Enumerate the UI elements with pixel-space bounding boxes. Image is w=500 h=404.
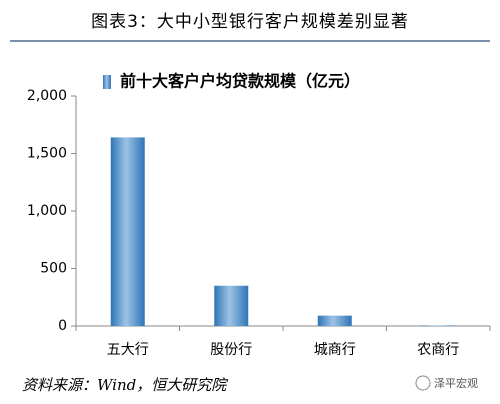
y-tick-label: 1,000 xyxy=(27,203,67,219)
y-tick-label: 0 xyxy=(58,318,67,334)
legend-label: 前十大客户户均贷款规模（亿元） xyxy=(120,72,360,91)
bar xyxy=(214,285,249,326)
source: 资料来源：Wind，恒大研究院 xyxy=(22,376,228,394)
x-tick-label: 股份行 xyxy=(210,342,252,358)
chart-title: 图表3：大中小型银行客户规模差别显著 xyxy=(91,12,409,32)
legend-marker xyxy=(103,75,111,89)
x-tick-label: 农商行 xyxy=(417,342,459,358)
bar xyxy=(421,325,456,326)
bar xyxy=(110,137,145,326)
y-tick-label: 1,500 xyxy=(27,146,67,162)
watermark: 泽平宏观 xyxy=(434,376,478,390)
watermark-icon xyxy=(415,375,431,391)
x-tick-label: 城商行 xyxy=(314,342,356,358)
y-tick-label: 500 xyxy=(40,261,67,277)
x-tick-label: 五大行 xyxy=(107,342,149,358)
bar xyxy=(317,315,352,326)
y-tick-label: 2,000 xyxy=(27,88,67,104)
